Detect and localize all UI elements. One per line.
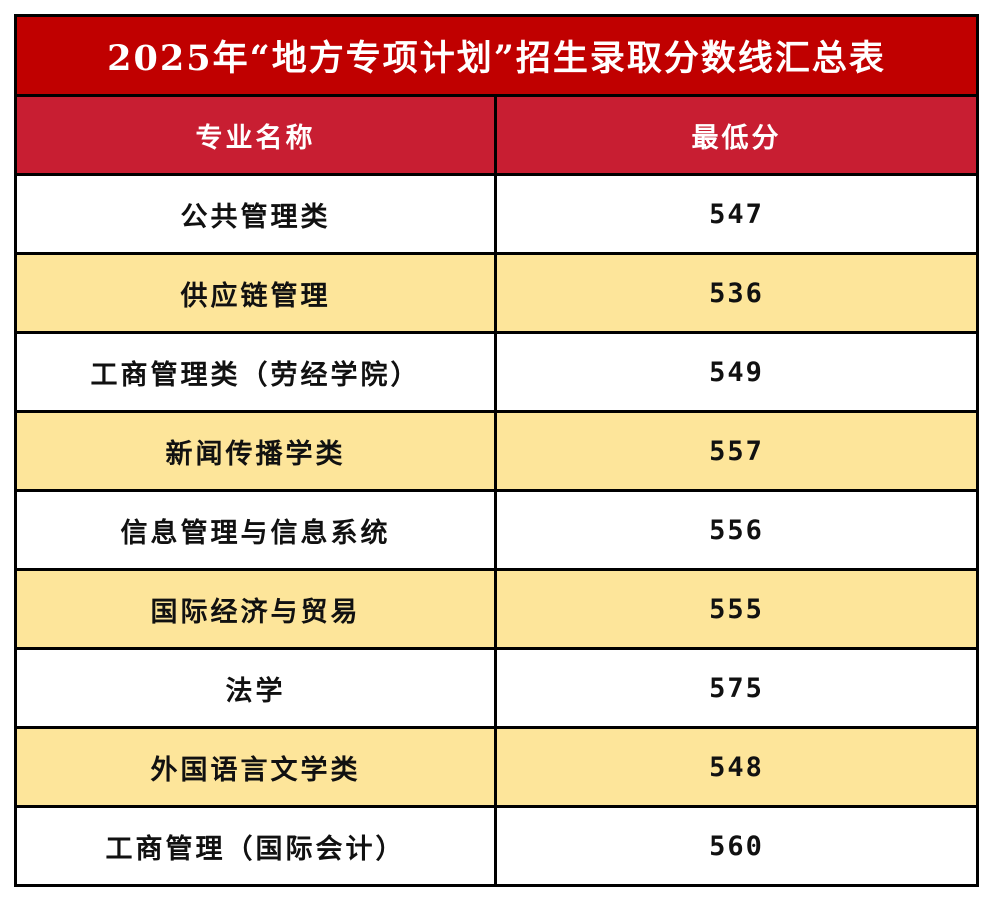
major-cell: 国际经济与贸易 (14, 568, 497, 650)
table-row: 外国语言文学类 548 (14, 726, 979, 808)
title-row: 2025年“地方专项计划”招生录取分数线汇总表 (14, 14, 979, 97)
score-cell: 557 (494, 410, 979, 492)
table-row: 供应链管理 536 (14, 252, 979, 334)
score-cell: 549 (494, 331, 979, 413)
table-row: 公共管理类 547 (14, 173, 979, 255)
major-cell: 法学 (14, 647, 497, 729)
header-row: 专业名称 最低分 (14, 94, 979, 176)
table-row: 信息管理与信息系统 556 (14, 489, 979, 571)
score-cell: 575 (494, 647, 979, 729)
major-cell: 新闻传播学类 (14, 410, 497, 492)
table-row: 工商管理类（劳经学院） 549 (14, 331, 979, 413)
major-cell: 工商管理（国际会计） (14, 805, 497, 887)
table-row: 工商管理（国际会计） 560 (14, 805, 979, 887)
major-cell: 外国语言文学类 (14, 726, 497, 808)
table-title: 2025年“地方专项计划”招生录取分数线汇总表 (14, 14, 979, 97)
major-cell: 公共管理类 (14, 173, 497, 255)
score-table: 2025年“地方专项计划”招生录取分数线汇总表 专业名称 最低分 公共管理类 5… (14, 14, 979, 887)
score-cell: 556 (494, 489, 979, 571)
major-cell: 供应链管理 (14, 252, 497, 334)
table-row: 国际经济与贸易 555 (14, 568, 979, 650)
score-cell: 555 (494, 568, 979, 650)
table-row: 新闻传播学类 557 (14, 410, 979, 492)
score-cell: 547 (494, 173, 979, 255)
score-cell: 536 (494, 252, 979, 334)
major-cell: 信息管理与信息系统 (14, 489, 497, 571)
score-cell: 560 (494, 805, 979, 887)
header-min-score: 最低分 (494, 94, 979, 176)
major-cell: 工商管理类（劳经学院） (14, 331, 497, 413)
table-row: 法学 575 (14, 647, 979, 729)
score-cell: 548 (494, 726, 979, 808)
header-major: 专业名称 (14, 94, 497, 176)
